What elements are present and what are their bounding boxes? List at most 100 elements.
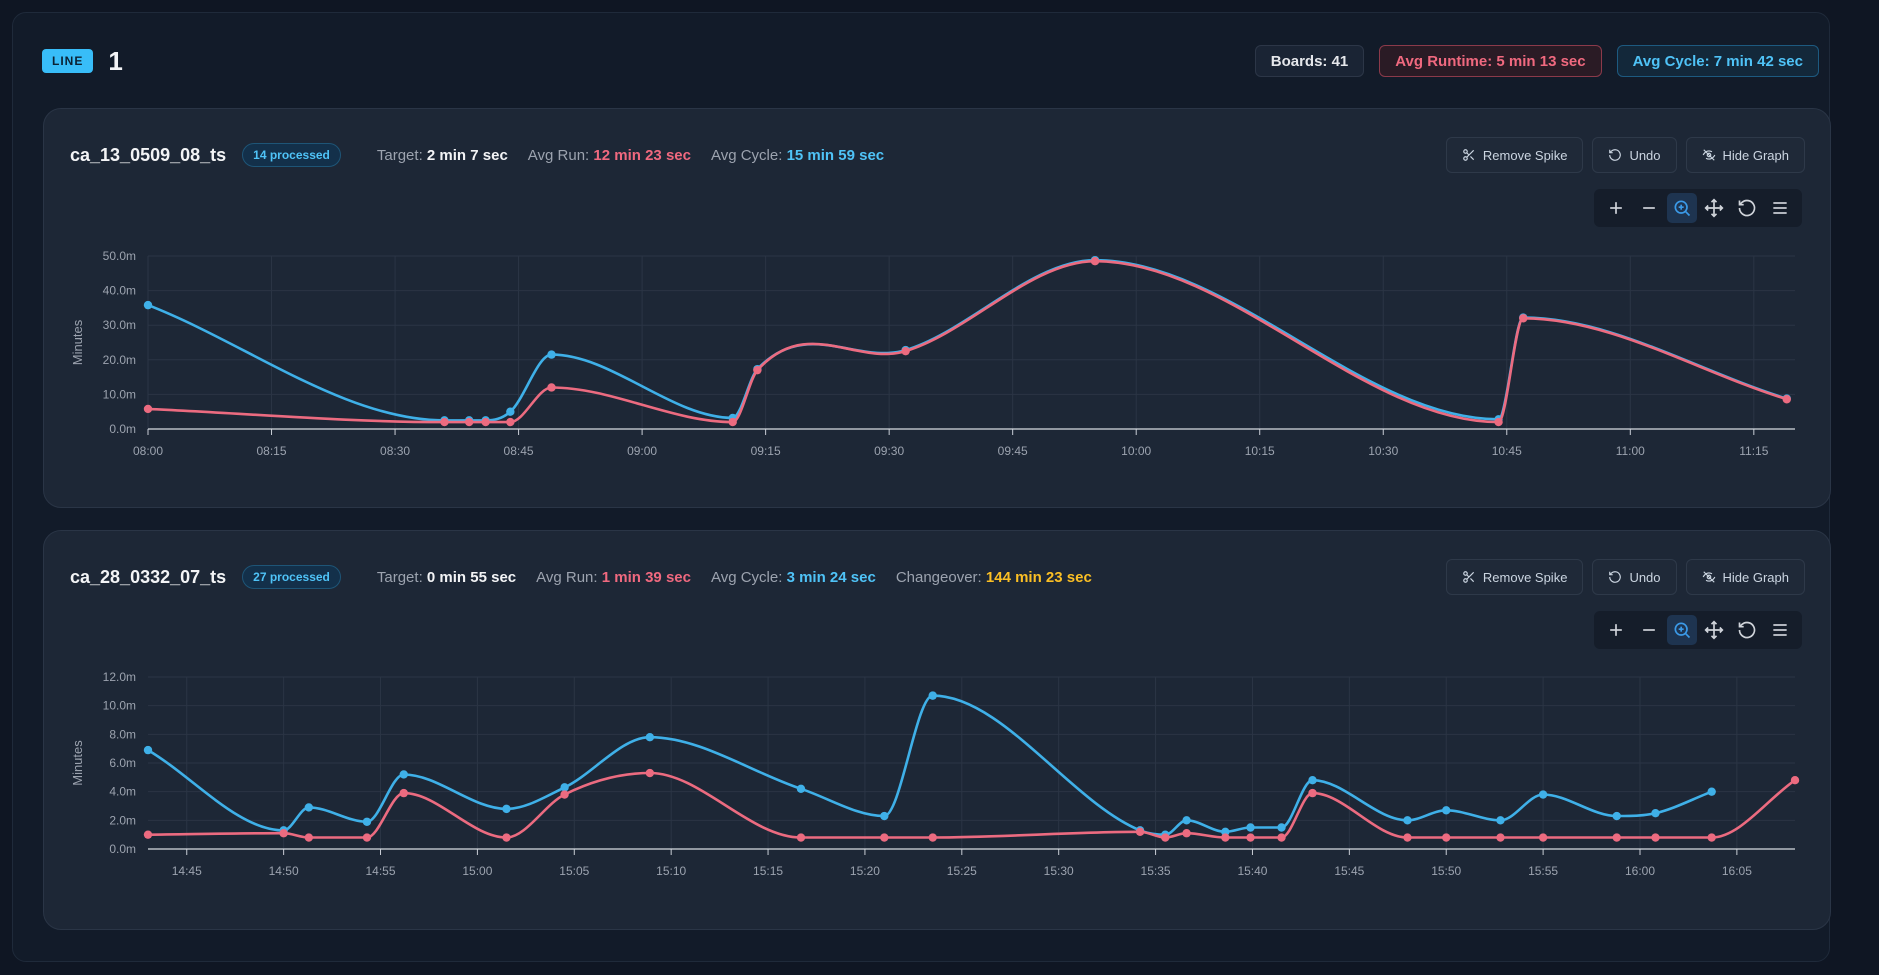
runtime-data-point: [362, 833, 372, 842]
y-tick-label: 10.0m: [103, 699, 136, 713]
undo-icon: [1609, 571, 1622, 583]
cycle-data-point: [560, 783, 569, 792]
hide-graph-label: Hide Graph: [1722, 569, 1789, 585]
move-icon: [1704, 620, 1724, 640]
scissors-icon: [1463, 571, 1474, 583]
pan-button[interactable]: [1699, 615, 1729, 645]
avg-run-stat: Avg Run: 12 min 23 sec: [528, 147, 691, 164]
selection-zoom-button[interactable]: [1666, 193, 1697, 223]
plus-icon: [1610, 202, 1623, 214]
y-tick-label: 30.0m: [103, 318, 136, 332]
zoom-in-button[interactable]: [1601, 615, 1631, 645]
avg-run-label: Avg Run:: [536, 568, 598, 586]
line-badge: LINE: [42, 49, 94, 73]
chart-grid: [147, 255, 1795, 429]
undo-button[interactable]: Undo: [1592, 559, 1677, 595]
avg-run-stat: Avg Run: 1 min 39 sec: [536, 569, 691, 586]
magnifier-icon: [1674, 622, 1690, 639]
runtime-data-point: [1246, 833, 1255, 842]
runtime-data-point: [464, 417, 474, 427]
cycle-data-point: [1442, 806, 1451, 815]
selection-zoom-button[interactable]: [1666, 615, 1697, 645]
line-header: LINE 1 Boards: 41 Avg Runtime: 5 min 13 …: [42, 44, 1819, 78]
line-number: 1: [108, 45, 123, 76]
panel-title: ca_28_0332_07_ts: [70, 566, 227, 587]
runtime-data-point: [279, 829, 288, 838]
runtime-data-point: [304, 833, 314, 842]
y-tick-label: 8.0m: [109, 727, 136, 741]
x-tick-label: 14:45: [172, 864, 202, 878]
cycle-data-point: [143, 300, 153, 310]
cycle-data-point: [1246, 823, 1255, 832]
reset-icon: [1738, 199, 1756, 217]
board-panel: ca_13_0509_08_ts 14 processed Target: 2 …: [43, 108, 1831, 508]
runtime-data-point: [645, 768, 655, 778]
runtime-data-point: [1403, 833, 1412, 842]
eye-off-icon: [1702, 571, 1715, 583]
avg-cycle-label: Avg Cycle:: [710, 146, 783, 164]
x-tick-label: 16:00: [1625, 864, 1655, 878]
x-tick-label: 08:00: [133, 444, 163, 458]
x-tick-label: 09:00: [627, 444, 657, 458]
menu-icon: [1772, 624, 1787, 636]
avg-run-label: Avg Run:: [527, 146, 590, 164]
cycle-runtime-chart[interactable]: 0.0m 2.0m 4.0m 6.0m 8.0m 10.0m 12.0m 14:45 14:50…: [44, 531, 1832, 931]
runtime-series-line: [146, 771, 1797, 839]
y-tick-label: 6.0m: [109, 756, 136, 770]
reset-zoom-button[interactable]: [1732, 615, 1762, 645]
cycle-data-point: [1182, 816, 1191, 825]
cycle-data-point: [1612, 811, 1621, 821]
avg-run-value: 12 min 23 sec: [593, 146, 691, 164]
y-tick-label: 12.0m: [103, 670, 136, 684]
x-tick-label: 15:15: [753, 864, 783, 878]
hide-graph-button[interactable]: Hide Graph: [1685, 559, 1805, 595]
x-tick-label: 09:15: [751, 444, 781, 458]
zoom-in-button[interactable]: [1601, 193, 1631, 223]
cycle-data-point: [1496, 816, 1505, 825]
remove-spike-label: Remove Spike: [1482, 569, 1568, 585]
avg-run-value: 1 min 39 sec: [601, 568, 691, 586]
panel-actions: Remove Spike Undo Hide Graph: [1445, 137, 1805, 173]
remove-spike-button[interactable]: Remove Spike: [1445, 137, 1584, 173]
x-tick-label: 15:55: [1528, 864, 1558, 878]
chart-toolbar: [1594, 611, 1802, 649]
avg-cycle-stat: Avg Cycle: 3 min 24 sec: [711, 569, 876, 586]
reset-zoom-button[interactable]: [1732, 193, 1762, 223]
chart-menu-button[interactable]: [1765, 193, 1795, 223]
runtime-data-point: [1790, 776, 1800, 785]
x-tick-label: 15:20: [850, 864, 880, 878]
runtime-data-point: [753, 365, 762, 375]
runtime-data-point: [1308, 788, 1317, 798]
cycle-data-point: [547, 350, 556, 359]
cycle-data-point: [1403, 816, 1412, 825]
y-tick-label: 2.0m: [109, 813, 136, 827]
cycle-runtime-chart[interactable]: 0.0m 10.0m 20.0m 30.0m 40.0m 50.0m 08:00 08:15 0…: [44, 109, 1832, 509]
runtime-data-point: [1182, 829, 1191, 838]
target-stat: Target: 2 min 7 sec: [377, 147, 508, 164]
zoom-out-button[interactable]: [1634, 615, 1664, 645]
avg-runtime-pill: Avg Runtime: 5 min 13 sec: [1379, 45, 1602, 77]
runtime-data-point: [1442, 833, 1451, 842]
cycle-data-point: [1277, 823, 1286, 832]
cycle-data-point: [1651, 808, 1660, 818]
undo-button[interactable]: Undo: [1592, 137, 1677, 173]
remove-spike-button[interactable]: Remove Spike: [1445, 559, 1584, 595]
menu-icon: [1772, 202, 1787, 214]
pan-button[interactable]: [1699, 193, 1729, 223]
x-tick-label: 15:35: [1141, 864, 1171, 878]
cycle-data-point: [928, 691, 937, 700]
chart-menu-button[interactable]: [1765, 615, 1795, 645]
cycle-data-point: [502, 804, 511, 814]
hide-graph-button[interactable]: Hide Graph: [1685, 137, 1805, 173]
x-tick-label: 09:30: [874, 444, 904, 458]
y-tick-label: 10.0m: [103, 387, 136, 401]
cycle-data-point: [143, 745, 153, 755]
runtime-data-point: [143, 404, 153, 414]
minus-icon: [1643, 207, 1655, 209]
runtime-data-point: [1496, 833, 1505, 842]
undo-icon: [1609, 149, 1622, 161]
zoom-out-button[interactable]: [1634, 193, 1664, 223]
x-tick-label: 15:05: [559, 864, 589, 878]
runtime-data-point: [901, 346, 910, 356]
cycle-data-point: [645, 733, 655, 742]
